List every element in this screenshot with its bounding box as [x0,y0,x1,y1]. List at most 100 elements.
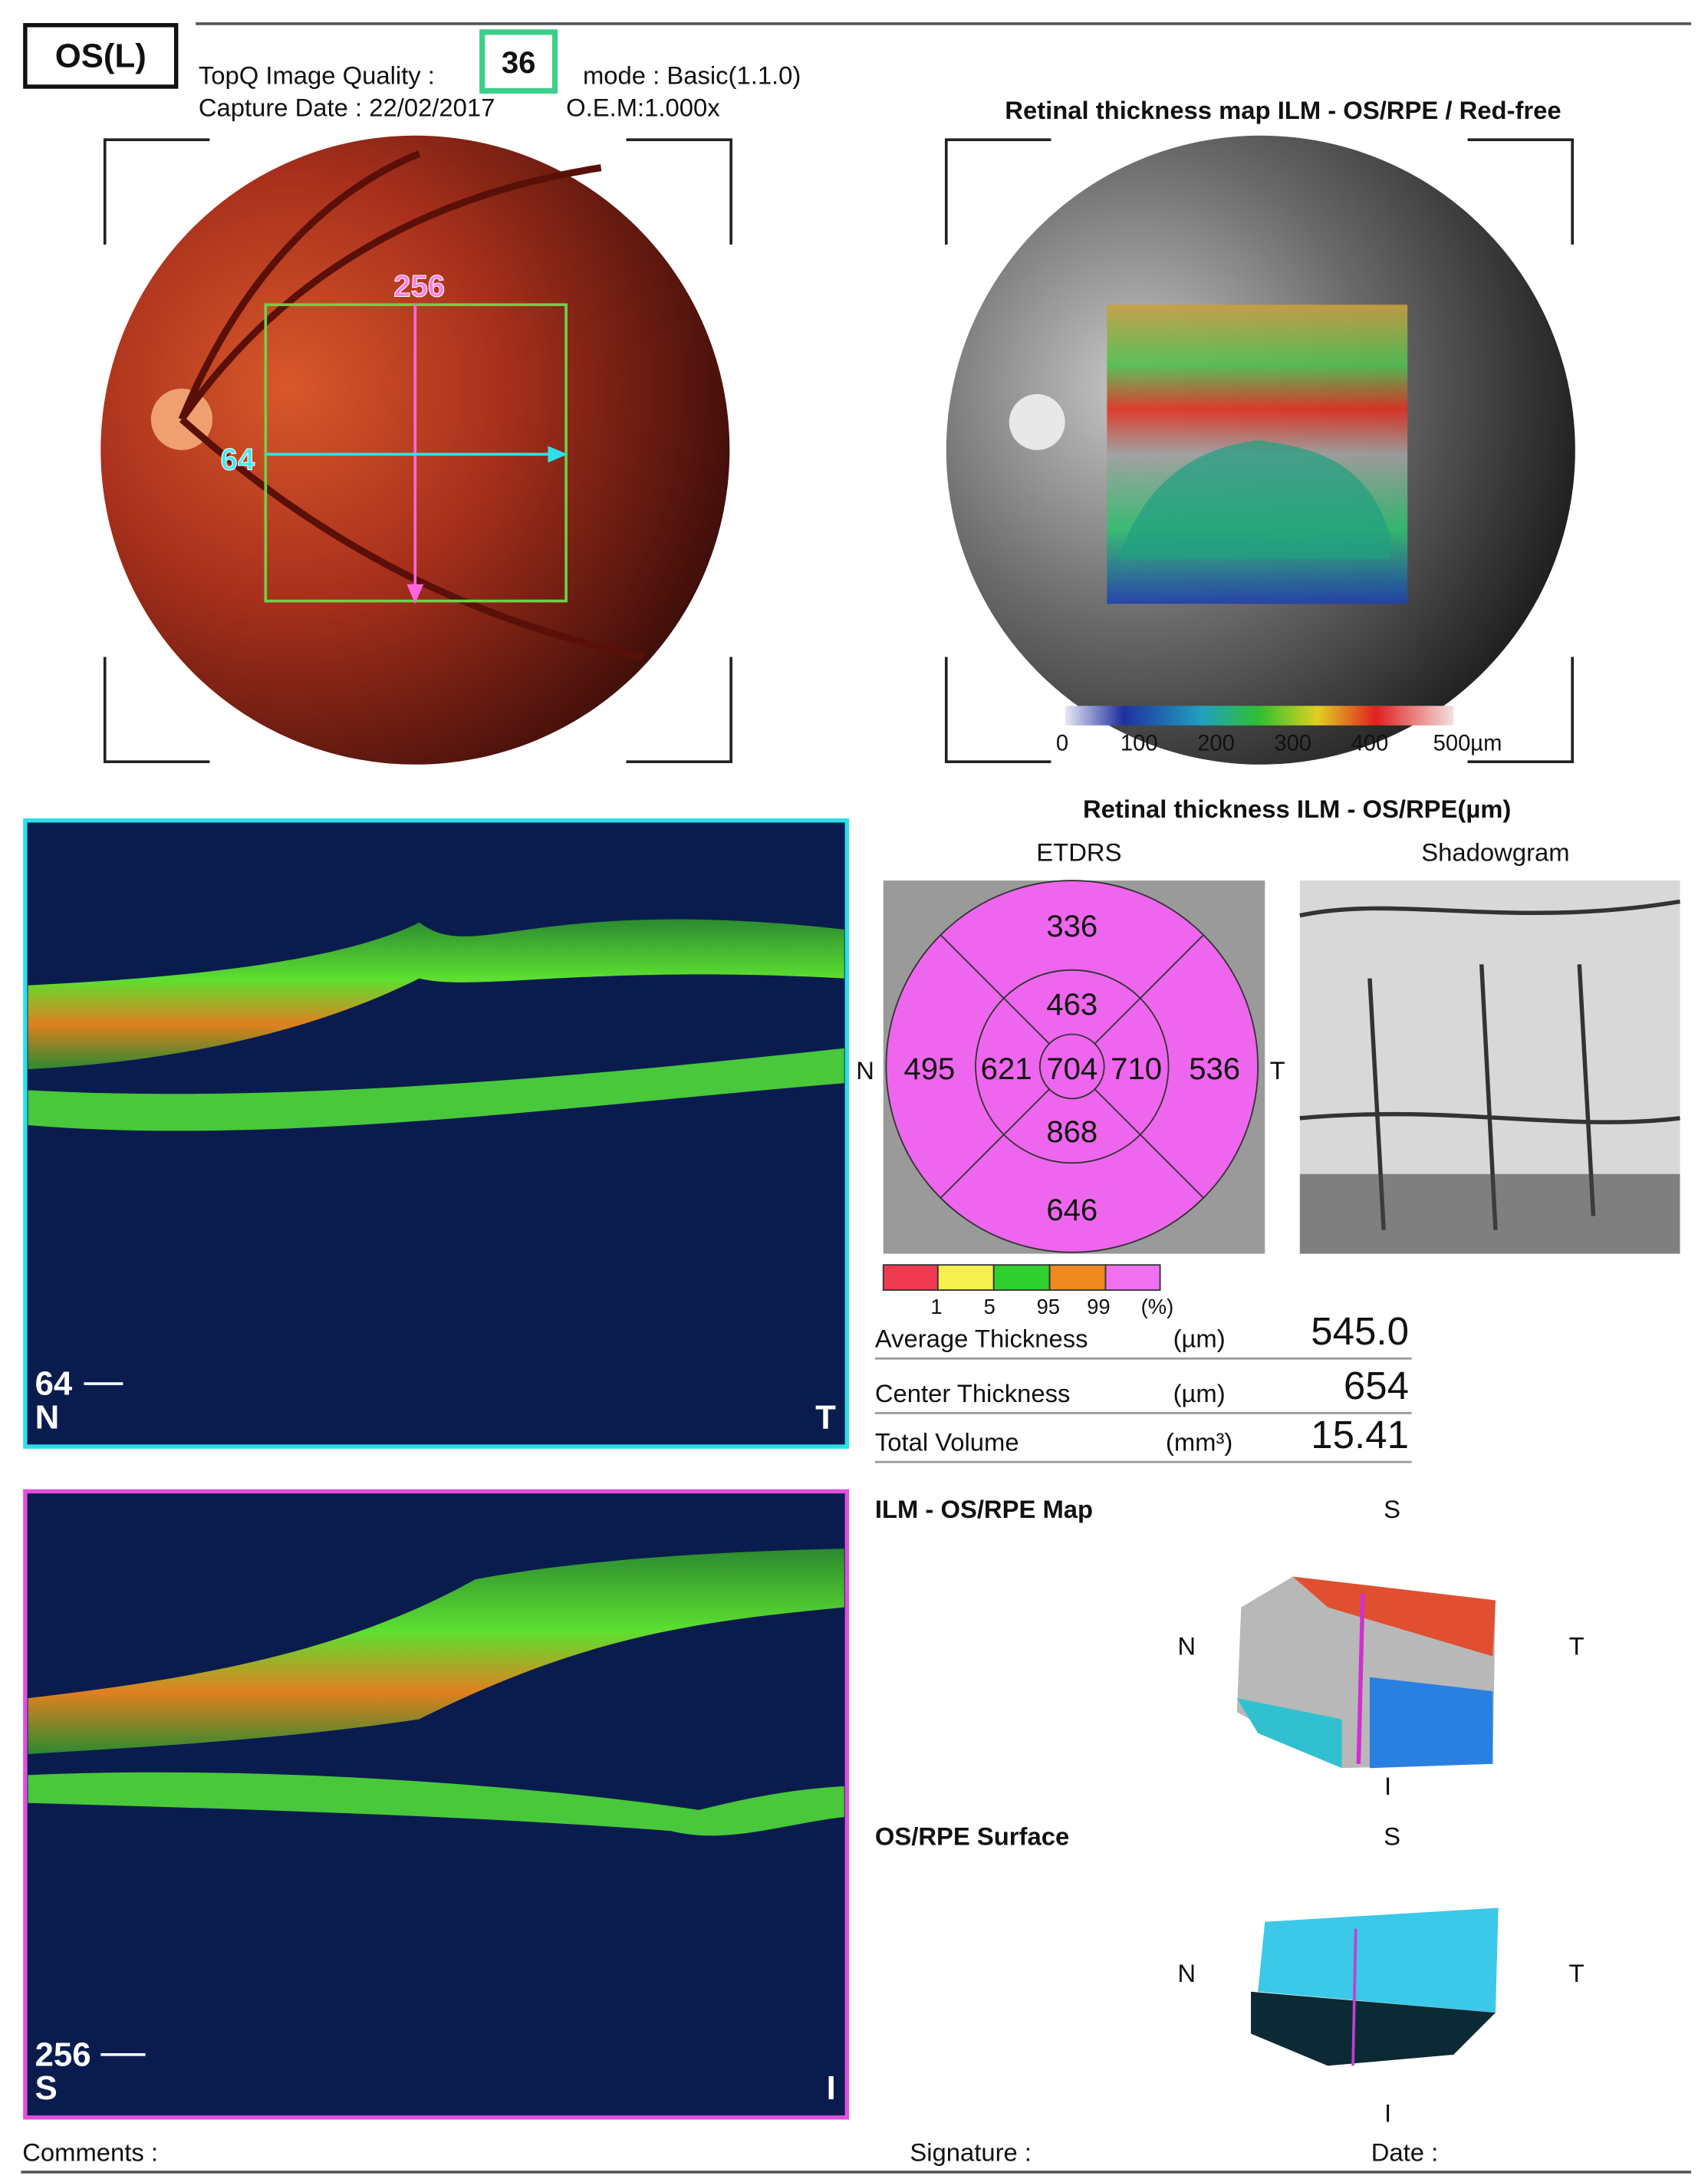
etdrs-center [1038,1033,1105,1100]
stat-unit: (µm) [1173,1325,1226,1353]
legend-label: 99 [1087,1295,1110,1318]
legend-swatch [992,1264,1051,1291]
bscan-horizontal [23,818,850,1449]
legend-label: 5 [984,1295,996,1318]
rpe-surface-scan [1351,1928,1358,2066]
vessels [178,150,644,660]
bscan-right: I [827,2069,836,2107]
map-title: ILM - OS/RPE Map [875,1495,1093,1523]
shadowgram-shadow [1299,1173,1680,1254]
mode: mode : Basic(1.1.0) [583,61,801,89]
legend-label: 1 [930,1295,942,1318]
optic-disc [1009,393,1065,450]
stat-value: 545.0 [1311,1309,1409,1353]
shadowgram-vessels [1299,899,1680,1230]
retina-layer [28,1549,844,1755]
sector-value: 336 [1046,910,1098,943]
stat-label: Total Volume [875,1428,1019,1457]
rpe-layer [28,1048,844,1131]
map-frame [944,138,1574,763]
rpe-layer [28,1772,844,1836]
rpe-surface-render [1258,1907,1499,2013]
bscan-position: 256 [35,2036,91,2073]
quality-label: TopQ Image Quality : [199,61,435,89]
bscan-left: N [35,1398,60,1436]
stat-label: Center Thickness [875,1379,1071,1407]
sector-value: 536 [1189,1052,1240,1086]
percentile-legend [882,1264,1161,1291]
date: Date : [1371,2138,1439,2166]
stat-label: Average Thickness [875,1325,1088,1353]
temporal-label: T [1270,1056,1285,1085]
map-title: OS/RPE Surface [875,1822,1069,1850]
map-superior: S [1384,1495,1400,1523]
stat-unit: (µm) [1173,1379,1226,1407]
legend-label: (%) [1141,1295,1174,1318]
scale-label: 500µm [1433,732,1502,756]
map-inferior: I [1384,1772,1391,1800]
retina-layer [28,919,844,1070]
etdrs-values: 336 463 495 621 704 710 536 868 646 [903,910,1240,1227]
sector-value: 495 [903,1052,955,1086]
vertical-arrow [406,584,424,604]
overlay-region [1117,440,1391,559]
nasal-label: N [856,1056,874,1085]
map-temporal: T [1569,1959,1585,1987]
stats: Average Thickness (µm) 545.0 Center Thickne… [874,1309,1412,1463]
map-inferior: I [1384,2098,1391,2127]
sector-value: 868 [1046,1115,1098,1149]
scan-vertical-label: 256 [393,269,445,303]
oem: O.E.M:1.000x [566,93,720,121]
legend-swatch [1048,1264,1107,1291]
capture-date: Capture Date : 22/02/2017 [199,93,495,121]
bscan-position: 64 [35,1365,73,1403]
etdrs-label: ETDRS [1036,838,1121,867]
legend-swatch [1104,1264,1161,1291]
sector-value: 621 [981,1052,1032,1086]
quality-box [479,29,558,94]
map-superior: S [1384,1822,1400,1850]
eye-box [23,23,179,89]
thickness-map-title: Retinal thickness map ILM - OS/RPE / Red… [1005,96,1561,124]
scale-labels: 0 100 200 300 400 500µm [1056,732,1502,756]
signature: Signature : [910,2138,1032,2166]
rpe-surface-shadow [1251,1991,1496,2066]
stat-value: 15.41 [1311,1413,1409,1457]
horizontal-arrow [548,446,568,463]
map-temporal: T [1569,1632,1585,1661]
sector-value: 463 [1046,988,1098,1022]
fundus-frame [103,138,732,763]
sector-value: 704 [1046,1052,1098,1086]
ilm-map-scan [1356,1593,1365,1764]
ilm-map-top [1292,1576,1496,1657]
map-nasal: N [1177,1632,1196,1661]
sector-value: 710 [1111,1052,1162,1086]
scale-label: 0 [1056,732,1068,756]
scale-label: 100 [1121,732,1158,756]
scale-label: 400 [1351,732,1389,756]
scan-horizontal-label: 64 [221,443,255,476]
surface-maps: ILM - OS/RPE Map S N T I OS/RPE Surface S N T I [875,1495,1585,2127]
ilm-map-low [1236,1698,1342,1769]
etdrs-title: Retinal thickness ILM - OS/RPE(µm) [1083,795,1511,823]
eye-label: OS(L) [55,37,146,74]
shadowgram-label: Shadowgram [1421,838,1569,867]
bscan-left: S [35,2069,58,2107]
ilm-map-low [1369,1677,1493,1769]
stat-value: 654 [1344,1364,1409,1407]
legend-swatch [882,1264,939,1291]
quality-value: 36 [502,46,536,80]
scale-label: 200 [1197,732,1235,756]
bscan-right: T [815,1398,836,1436]
sector-value: 646 [1046,1193,1098,1227]
legend-label: 95 [1037,1295,1060,1318]
comments: Comments : [22,2138,158,2166]
color-scale [1065,706,1454,726]
legend-swatch [936,1264,995,1291]
scale-label: 300 [1274,732,1311,756]
stat-unit: (mm³) [1166,1428,1232,1457]
map-nasal: N [1177,1959,1196,1987]
legend-labels: 1 5 95 99 (%) [930,1295,1173,1318]
